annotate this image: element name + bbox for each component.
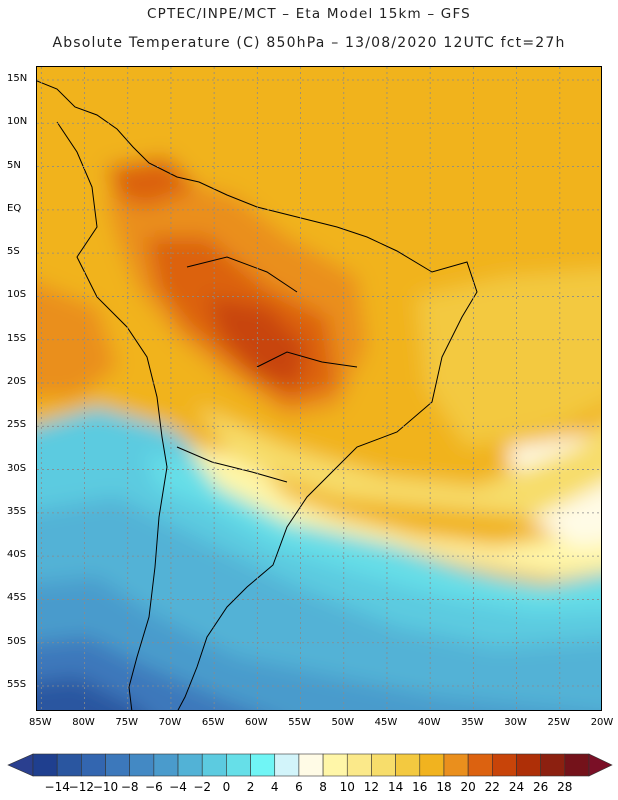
legend-overflow-triangle [588,753,613,777]
latitude-label: 35S [7,505,27,517]
legend-tick-label: 10 [339,780,355,794]
temperature-map [36,66,602,711]
legend-swatch [153,753,179,777]
longitude-label: 80W [72,717,95,728]
longitude-label: 35W [461,717,484,728]
latitude-label: 15S [7,332,27,344]
latitude-label: EQ [7,202,22,214]
longitude-label: 25W [547,717,571,728]
longitude-label: 20W [590,717,614,728]
legend-swatch [371,753,396,777]
latitude-label: 45S [7,592,27,604]
legend-swatch [32,753,58,777]
longitude-label: 85W [29,717,52,728]
longitude-label: 50W [331,717,355,728]
longitude-label: 55W [288,717,311,728]
legend-tick-label: 18 [436,780,452,794]
longitude-label: 30W [504,717,527,728]
latitude-label: 10N [7,116,28,128]
legend-swatch [250,753,276,777]
latitude-label: 55S [7,679,27,691]
latitude-label: 20S [7,376,27,387]
map-subtitle: Absolute Temperature (C) 850hPa – 13/08/… [52,35,566,51]
legend-swatch [516,753,541,777]
latitude-label: 15N [7,72,28,84]
legend-tick-label: 16 [412,780,428,794]
legend-tick-label: −6 [145,780,163,794]
legend-swatch [177,753,203,777]
legend-swatch [346,753,372,777]
longitude-label: 40W [417,717,441,728]
longitude-label: 75W [115,717,139,728]
legend-tick-label: 8 [319,780,327,794]
legend-tick-label: 22 [484,780,500,794]
coastline-overlay [37,80,478,710]
legend-tick-label: 20 [460,780,476,794]
legend-tick-label: 12 [363,780,380,794]
latitude-label: 50S [7,635,27,647]
map-canvas [37,67,601,710]
legend-tick-label: 14 [387,780,404,794]
longitude-label: 45W [374,717,398,728]
legend-tick-label: 28 [557,780,573,794]
legend-swatch [492,753,517,777]
graticule [37,67,601,710]
legend-tick-label: 6 [295,780,303,794]
legend-tick-label: −12 [68,780,95,794]
longitude-label: 60W [245,717,268,728]
legend-tick-label: −8 [120,780,139,794]
latitude-label: 5N [7,159,21,171]
legend-swatch [201,753,227,777]
legend-underflow-triangle [7,753,34,777]
temperature-field [37,67,601,710]
legend-tick-label: −2 [193,780,212,794]
legend-swatch [226,753,251,777]
legend-tick-label: 0 [222,780,231,794]
legend-swatch [443,753,469,777]
legend-swatch [298,753,324,777]
longitude-label: 70W [158,717,182,728]
color-legend [7,753,613,777]
latitude-label: 5S [7,246,20,258]
legend-swatch [467,753,493,777]
legend-tick-label: −4 [169,780,187,794]
legend-tick-label: 4 [270,780,279,794]
legend-tick-label: 2 [246,780,255,794]
latitude-label: 40S [7,549,27,561]
legend-swatch [129,753,155,777]
legend-tick-label: −10 [92,780,119,794]
legend-swatch [564,753,590,777]
latitude-label: 25S [7,419,27,431]
legend-tick-label: 26 [533,780,549,794]
legend-swatch [540,753,566,777]
legend-swatch [395,753,421,777]
longitude-label: 65W [201,717,225,728]
legend-tick-label: 24 [508,780,525,794]
legend-tick-label: −14 [44,780,70,794]
legend-swatch [56,753,82,777]
legend-swatch [105,753,130,777]
legend-swatch [322,753,348,777]
latitude-label: 10S [7,289,27,301]
map-title: CPTEC/INPE/MCT – Eta Model 15km – GFS [147,6,471,22]
latitude-label: 30S [7,462,27,474]
legend-swatch [419,753,445,777]
legend-swatch [274,753,300,777]
legend-swatch [81,753,106,777]
